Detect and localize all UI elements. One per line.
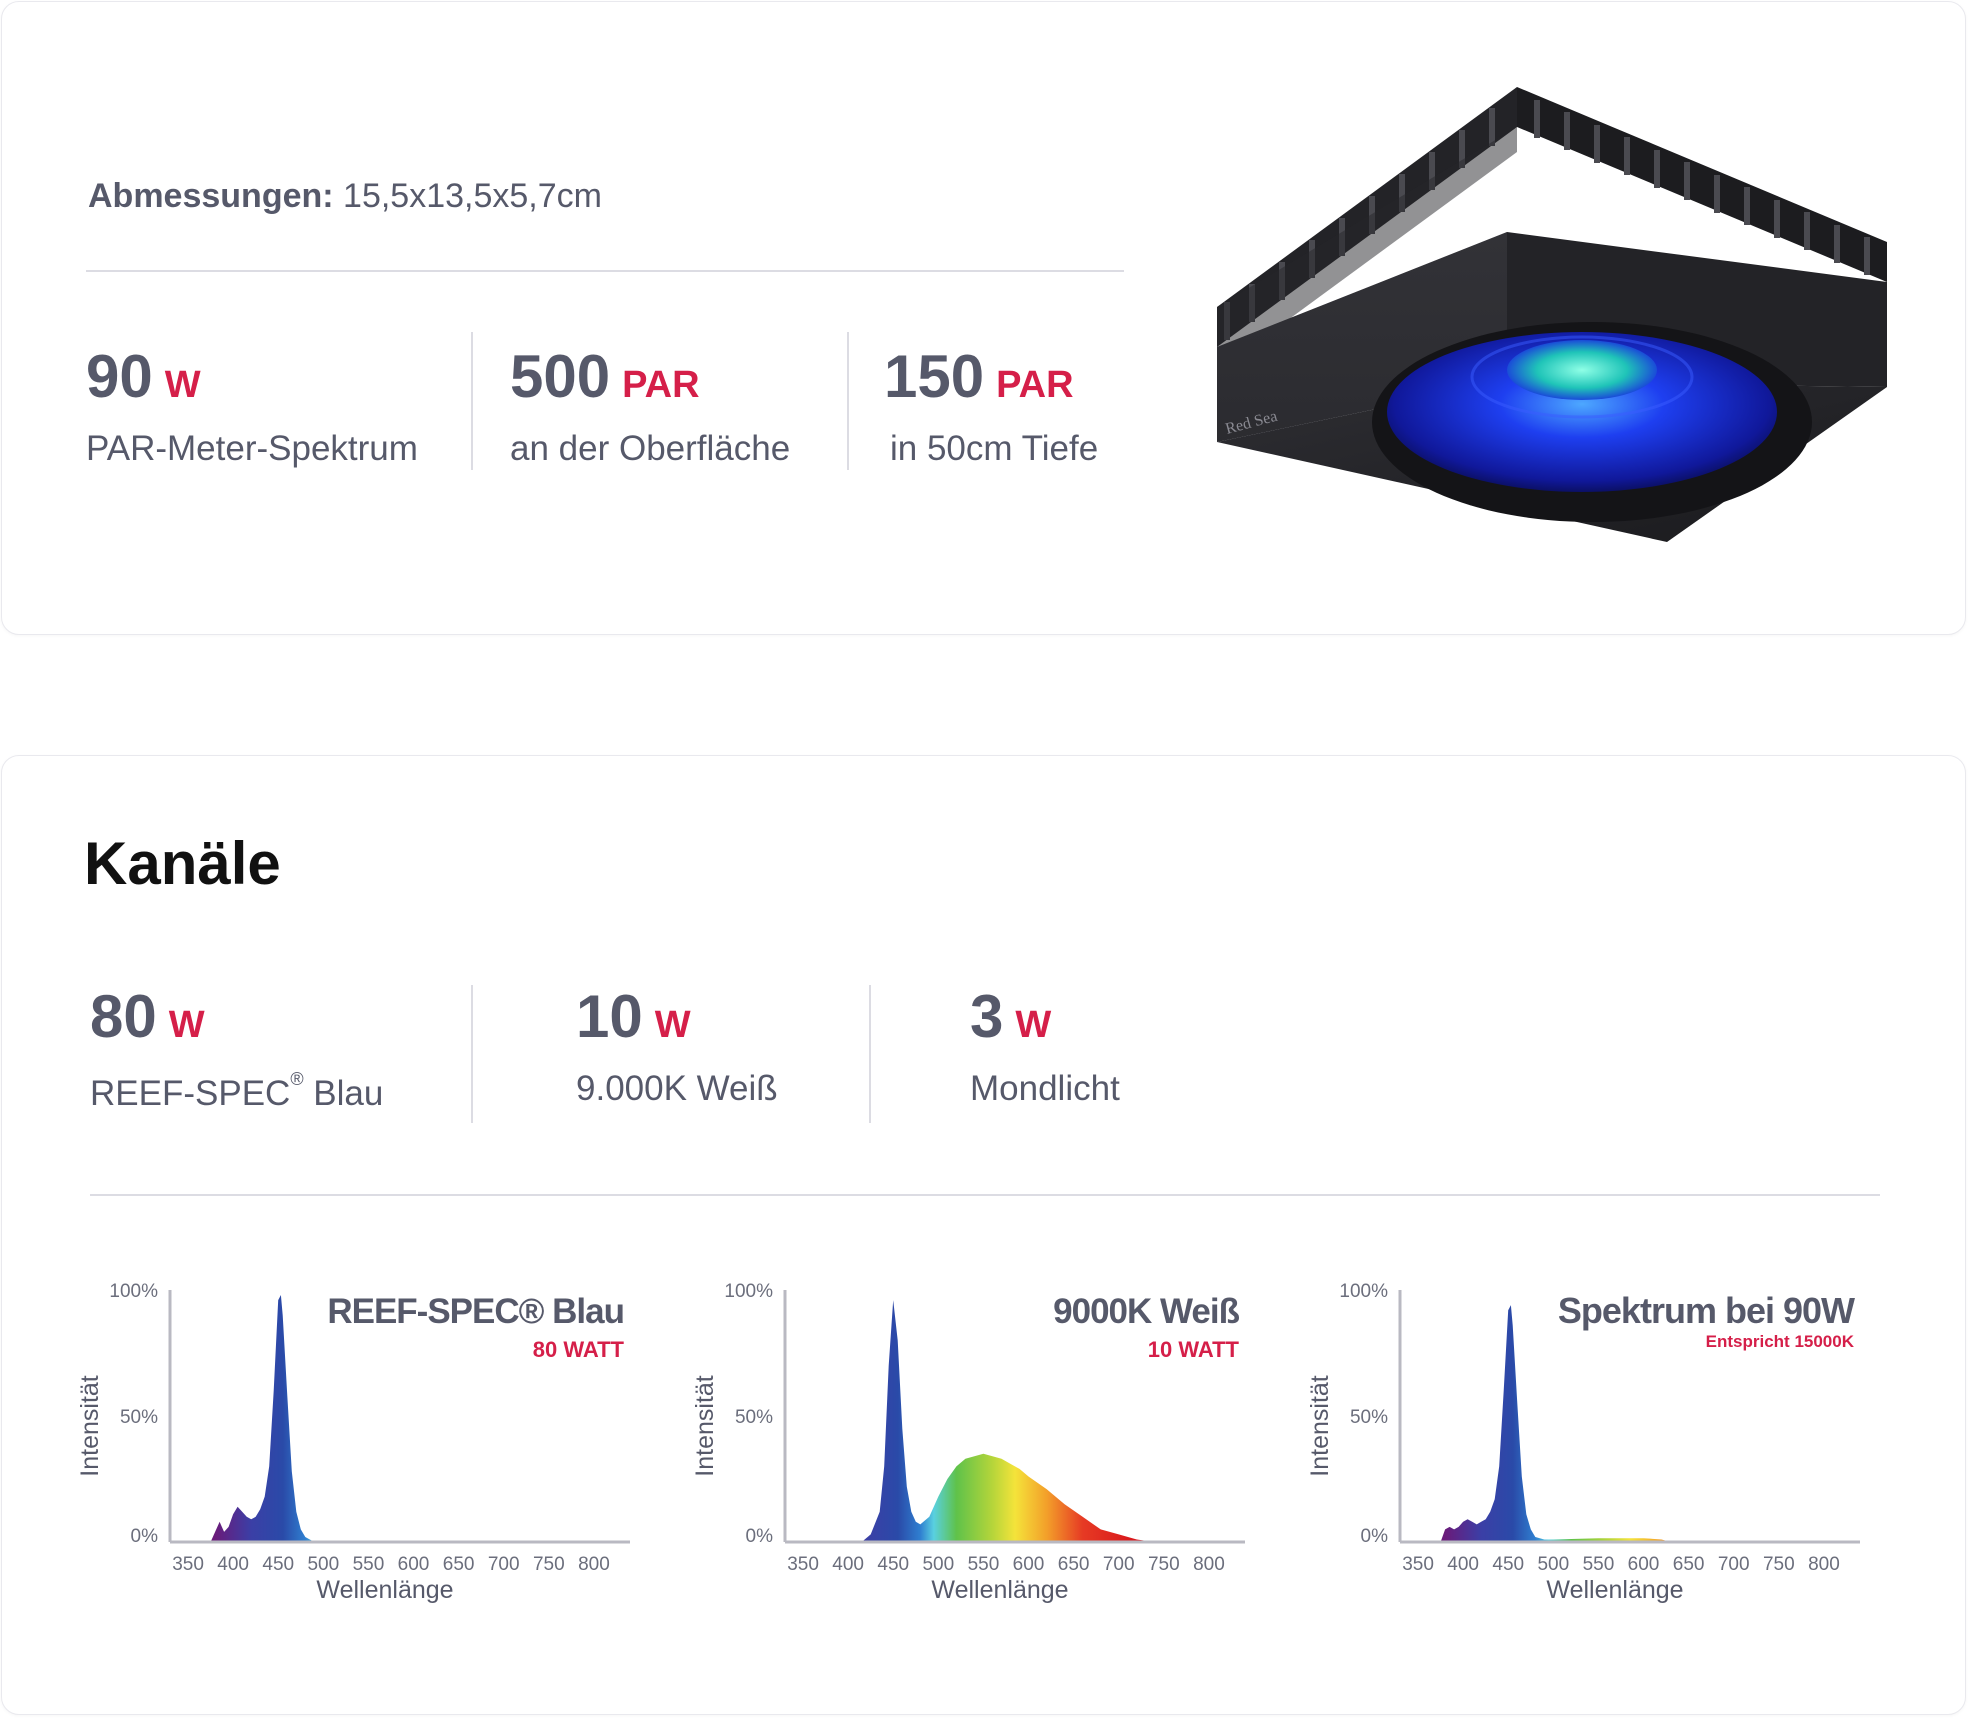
channel-divider bbox=[471, 985, 473, 1123]
y-axis-label: Intensität bbox=[76, 1375, 104, 1477]
x-tick-label: 700 bbox=[1718, 1554, 1750, 1575]
x-tick-label: 550 bbox=[353, 1554, 385, 1575]
stat-label: PAR-Meter-Spektrum bbox=[86, 429, 418, 468]
x-tick-label: 750 bbox=[1763, 1554, 1795, 1575]
x-tick-label: 400 bbox=[832, 1554, 864, 1575]
stat-watt: 90 W PAR-Meter-Spektrum bbox=[86, 347, 418, 469]
stat-divider bbox=[471, 332, 473, 470]
y-axis-label: Intensität bbox=[691, 1375, 719, 1477]
x-tick-label: 650 bbox=[1673, 1554, 1705, 1575]
y-tick-label: 50% bbox=[120, 1407, 158, 1428]
x-tick-label: 350 bbox=[1402, 1554, 1434, 1575]
x-tick-label: 750 bbox=[533, 1554, 565, 1575]
channels-card bbox=[1, 755, 1966, 1715]
specs-card: Abmessungen: 15,5x13,5x5,7cm 90 W PAR-Met… bbox=[1, 1, 1966, 635]
y-axis-label: Intensität bbox=[1306, 1375, 1334, 1477]
registered-mark: ® bbox=[290, 1069, 304, 1089]
x-axis-label: Wellenlänge bbox=[316, 1576, 453, 1604]
x-tick-label: 750 bbox=[1148, 1554, 1180, 1575]
spectrum-chart-full: 0% 50% 100% 350 400 450 500 550 600 650 700 750 800 W… bbox=[1306, 1281, 1860, 1604]
channel-unit: W bbox=[1015, 1004, 1052, 1046]
x-tick-label: 800 bbox=[1193, 1554, 1225, 1575]
x-tick-label: 650 bbox=[1058, 1554, 1090, 1575]
x-axis-label: Wellenlänge bbox=[931, 1576, 1068, 1604]
spectrum-area bbox=[1440, 1305, 1671, 1542]
spectrum-chart-blue: 0% 50% 100% 350 400 450 500 550 600 650 700 750 800 W… bbox=[76, 1281, 630, 1604]
x-tick-label: 450 bbox=[877, 1554, 909, 1575]
x-tick-label: 450 bbox=[262, 1554, 294, 1575]
stat-par-depth: 150 PAR in 50cm Tiefe bbox=[884, 347, 1098, 469]
channels-title: Kanäle bbox=[84, 830, 281, 897]
stat-par-surface: 500 PAR an der Oberfläche bbox=[510, 347, 790, 469]
x-tick-label: 500 bbox=[1537, 1554, 1569, 1575]
channel-value: 80 bbox=[90, 983, 157, 1050]
chart-title: 9000K Weiß bbox=[1053, 1292, 1239, 1331]
channel-white: 10 W 9.000K Weiß bbox=[576, 987, 778, 1109]
y-tick-label: 100% bbox=[109, 1281, 158, 1302]
stat-label: in 50cm Tiefe bbox=[890, 429, 1099, 468]
chart-title: REEF-SPEC® Blau bbox=[327, 1292, 624, 1331]
x-tick-label: 800 bbox=[578, 1554, 610, 1575]
specs-divider bbox=[86, 270, 1124, 272]
dimensions-label: Abmessungen: bbox=[88, 177, 334, 215]
y-tick-label: 100% bbox=[1339, 1281, 1388, 1302]
y-tick-label: 50% bbox=[1350, 1407, 1388, 1428]
stat-divider bbox=[847, 332, 849, 470]
x-tick-label: 800 bbox=[1808, 1554, 1840, 1575]
x-tick-label: 700 bbox=[1103, 1554, 1135, 1575]
x-tick-label: 550 bbox=[968, 1554, 1000, 1575]
stat-unit: PAR bbox=[622, 364, 700, 406]
channels-divider bbox=[90, 1194, 1880, 1196]
x-tick-label: 350 bbox=[172, 1554, 204, 1575]
channel-label-suffix: Blau bbox=[303, 1074, 384, 1113]
stat-value: 150 bbox=[884, 343, 985, 410]
stat-unit: PAR bbox=[996, 364, 1074, 406]
x-tick-label: 400 bbox=[217, 1554, 249, 1575]
chart-subtitle: 10 WATT bbox=[1148, 1337, 1240, 1362]
channel-label: 9.000K Weiß bbox=[576, 1069, 778, 1108]
chart-subtitle: 80 WATT bbox=[533, 1337, 625, 1362]
y-tick-label: 50% bbox=[735, 1407, 773, 1428]
y-tick-label: 0% bbox=[746, 1526, 774, 1547]
spectrum-area bbox=[861, 1300, 1155, 1542]
channel-label: Mondlicht bbox=[970, 1069, 1120, 1108]
product-image-lamp: Red Sea bbox=[1217, 87, 1887, 542]
x-tick-label: 600 bbox=[1013, 1554, 1045, 1575]
x-axis-label: Wellenlänge bbox=[1546, 1576, 1683, 1604]
channel-unit: W bbox=[654, 1004, 691, 1046]
x-tick-label: 550 bbox=[1583, 1554, 1615, 1575]
channel-value: 3 bbox=[970, 983, 1004, 1050]
x-tick-label: 600 bbox=[1628, 1554, 1660, 1575]
y-tick-label: 0% bbox=[131, 1526, 159, 1547]
spectrum-chart-white: 0% 50% 100% 350 400 450 500 550 600 650 700 750 800 W… bbox=[691, 1281, 1245, 1604]
stat-label: an der Oberfläche bbox=[510, 429, 791, 468]
channel-unit: W bbox=[168, 1004, 205, 1046]
stat-value: 500 bbox=[510, 343, 611, 410]
x-tick-label: 400 bbox=[1447, 1554, 1479, 1575]
chart-subtitle: Entspricht 15000K bbox=[1706, 1332, 1855, 1351]
x-tick-label: 350 bbox=[787, 1554, 819, 1575]
x-tick-label: 600 bbox=[398, 1554, 430, 1575]
y-tick-label: 0% bbox=[1361, 1526, 1389, 1547]
dimensions-value: 15,5x13,5x5,7cm bbox=[343, 177, 602, 215]
x-tick-label: 500 bbox=[922, 1554, 954, 1575]
channel-divider bbox=[869, 985, 871, 1123]
channel-label-text: REEF-SPEC bbox=[90, 1074, 291, 1113]
x-tick-label: 650 bbox=[443, 1554, 475, 1575]
x-tick-label: 700 bbox=[488, 1554, 520, 1575]
chart-title: Spektrum bei 90W bbox=[1558, 1290, 1855, 1331]
channel-blue: 80 W REEF-SPEC® Blau bbox=[90, 987, 383, 1114]
dimensions: Abmessungen: 15,5x13,5x5,7cm bbox=[88, 177, 602, 216]
y-tick-label: 100% bbox=[724, 1281, 773, 1302]
channel-label: REEF-SPEC® Blau bbox=[90, 1069, 383, 1114]
x-tick-label: 500 bbox=[307, 1554, 339, 1575]
stat-unit: W bbox=[164, 364, 201, 406]
stat-value: 90 bbox=[86, 343, 153, 410]
channel-value: 10 bbox=[576, 983, 643, 1050]
x-tick-label: 450 bbox=[1492, 1554, 1524, 1575]
spectrum-area bbox=[210, 1295, 315, 1542]
